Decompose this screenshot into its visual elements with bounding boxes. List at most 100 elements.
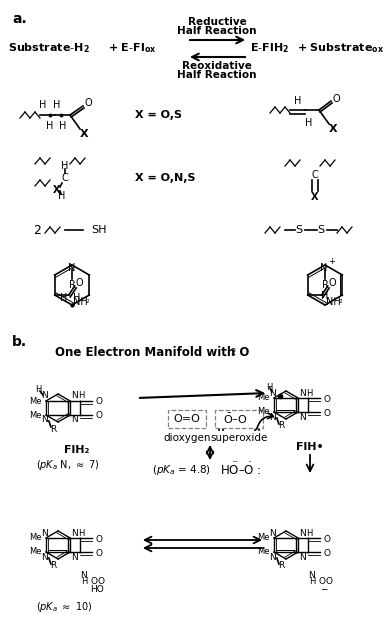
Text: One Electron Manifold with O: One Electron Manifold with O: [55, 345, 249, 358]
Text: Me: Me: [258, 394, 270, 403]
Text: S: S: [318, 225, 325, 235]
Text: Reductive: Reductive: [188, 17, 247, 27]
Text: H: H: [46, 121, 54, 131]
Text: O: O: [323, 535, 330, 544]
Text: H: H: [60, 293, 68, 303]
Text: +: +: [328, 258, 336, 267]
Text: ••: ••: [217, 428, 225, 434]
Text: N: N: [299, 553, 306, 562]
Text: N: N: [309, 570, 316, 579]
Text: N: N: [299, 413, 306, 422]
Text: R: R: [50, 424, 56, 433]
Text: O: O: [95, 549, 102, 558]
Text: Reoxidative: Reoxidative: [182, 61, 252, 71]
Text: SH: SH: [91, 225, 107, 235]
Text: X = O,N,S: X = O,N,S: [135, 173, 196, 183]
Text: N: N: [42, 553, 48, 562]
Text: N: N: [71, 553, 78, 562]
Text: O: O: [323, 394, 330, 403]
Text: H: H: [59, 121, 67, 131]
Text: Me: Me: [258, 408, 270, 417]
Text: X: X: [311, 192, 319, 202]
Text: H: H: [58, 191, 66, 201]
Text: X = O,S: X = O,S: [135, 110, 182, 120]
Text: O: O: [95, 397, 102, 406]
Text: C: C: [312, 170, 318, 180]
Text: $_2$: $_2$: [230, 345, 236, 358]
Text: R: R: [278, 422, 284, 431]
Text: H: H: [78, 528, 84, 538]
Text: N: N: [71, 528, 78, 538]
Text: $\mathbf{+\ E\text{-}Fl_{ox}}$: $\mathbf{+\ E\text{-}Fl_{ox}}$: [108, 41, 156, 55]
Text: H: H: [305, 118, 313, 128]
Text: O: O: [95, 412, 102, 420]
Text: N: N: [320, 263, 328, 273]
Text: −: −: [320, 585, 328, 594]
Text: O=O: O=O: [174, 414, 200, 424]
Text: Me: Me: [29, 410, 42, 419]
Text: N: N: [42, 415, 48, 424]
Text: N: N: [42, 392, 48, 401]
Text: N: N: [68, 263, 76, 273]
Text: R: R: [69, 280, 75, 290]
Text: N: N: [71, 415, 78, 424]
Text: O: O: [95, 535, 102, 544]
Text: ($\mathit{pK_a}$ N, $\approx$ 7): ($\mathit{pK_a}$ N, $\approx$ 7): [36, 458, 100, 472]
Text: NH: NH: [73, 297, 87, 307]
Text: O: O: [91, 578, 98, 587]
Text: NH: NH: [326, 297, 340, 307]
Text: Me: Me: [29, 533, 42, 542]
Text: N: N: [270, 528, 276, 538]
Text: ($\mathit{pK_a}$ = 4.8): ($\mathit{pK_a}$ = 4.8): [152, 463, 211, 477]
Text: Me: Me: [29, 547, 42, 556]
Text: Me: Me: [258, 533, 270, 542]
Text: H: H: [53, 100, 61, 110]
Text: $\mathbf{Substrate\text{-}H_2}$: $\mathbf{Substrate\text{-}H_2}$: [8, 41, 90, 55]
Text: Half Reaction: Half Reaction: [177, 70, 257, 80]
Text: C: C: [62, 173, 68, 183]
Text: O: O: [84, 98, 92, 108]
Text: H$\ddot{\mathrm{O}}$–$\dot{\mathrm{O}}$ :: H$\ddot{\mathrm{O}}$–$\dot{\mathrm{O}}$ …: [220, 462, 261, 478]
Text: O: O: [332, 94, 340, 104]
Text: O: O: [318, 578, 325, 587]
Text: H: H: [321, 291, 328, 301]
Text: H: H: [81, 578, 87, 587]
Text: R: R: [321, 280, 328, 290]
Text: H: H: [39, 100, 47, 110]
Text: $\bar{\text{O}}$–O: $\bar{\text{O}}$–O: [223, 412, 247, 426]
Text: H: H: [306, 528, 312, 538]
Text: H: H: [309, 578, 315, 587]
Text: H: H: [34, 385, 41, 394]
Text: N: N: [42, 528, 48, 538]
Text: O: O: [325, 578, 332, 587]
Text: X: X: [328, 124, 337, 134]
Text: H: H: [306, 388, 312, 397]
Text: R: R: [50, 562, 56, 570]
Text: R: R: [278, 562, 284, 570]
Text: H: H: [294, 96, 302, 106]
Text: N: N: [270, 413, 276, 422]
Text: dioxygen: dioxygen: [163, 433, 211, 443]
Text: 2: 2: [33, 224, 41, 237]
Text: Me: Me: [29, 397, 42, 406]
Text: N: N: [270, 553, 276, 562]
Text: N: N: [81, 570, 87, 579]
Text: H: H: [61, 161, 69, 171]
Text: HO: HO: [90, 585, 104, 594]
Text: FlH₂: FlH₂: [64, 445, 90, 455]
Text: O: O: [323, 549, 330, 558]
Text: $\mathbf{E\text{-}FlH_2}$: $\mathbf{E\text{-}FlH_2}$: [250, 41, 289, 55]
Bar: [215, 410, 263, 428]
Text: N: N: [299, 528, 306, 538]
Text: N: N: [71, 392, 78, 401]
Text: H: H: [266, 383, 272, 392]
Text: X: X: [80, 129, 88, 139]
Text: $\mathbf{+\ Substrate_{ox}}$: $\mathbf{+\ Substrate_{ox}}$: [297, 41, 384, 55]
Text: O: O: [76, 278, 83, 288]
Text: $_2$: $_2$: [85, 297, 90, 306]
Text: ($\mathit{pK_a}$ $\approx$ 10): ($\mathit{pK_a}$ $\approx$ 10): [36, 600, 92, 614]
Text: N: N: [299, 388, 306, 397]
Text: O: O: [98, 578, 105, 587]
Text: O: O: [323, 408, 330, 417]
Text: Me: Me: [258, 547, 270, 556]
